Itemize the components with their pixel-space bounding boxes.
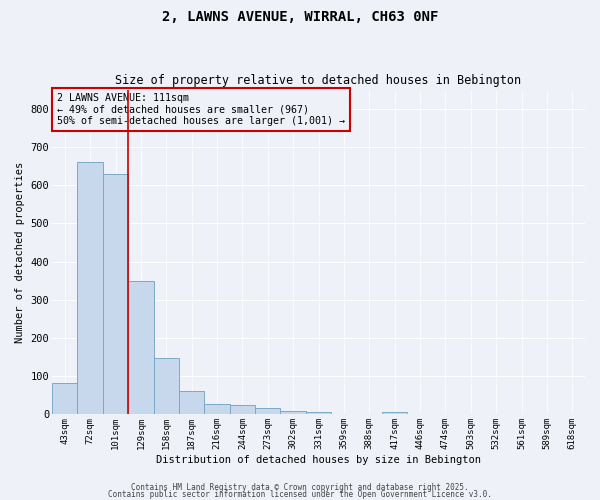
Bar [255,408,280,414]
Bar [103,174,128,414]
X-axis label: Distribution of detached houses by size in Bebington: Distribution of detached houses by size … [156,455,481,465]
Text: 2 LAWNS AVENUE: 111sqm
← 49% of detached houses are smaller (967)
50% of semi-de: 2 LAWNS AVENUE: 111sqm ← 49% of detached… [58,93,346,126]
Title: Size of property relative to detached houses in Bebington: Size of property relative to detached ho… [115,74,521,87]
Bar [179,392,205,414]
Bar [205,404,230,414]
Bar [230,405,255,414]
Y-axis label: Number of detached properties: Number of detached properties [15,162,25,342]
Bar [280,410,306,414]
Bar [382,412,407,414]
Bar [77,162,103,414]
Bar [128,280,154,414]
Bar [306,412,331,414]
Text: Contains HM Land Registry data © Crown copyright and database right 2025.: Contains HM Land Registry data © Crown c… [131,484,469,492]
Bar [52,382,77,414]
Text: Contains public sector information licensed under the Open Government Licence v3: Contains public sector information licen… [108,490,492,499]
Text: 2, LAWNS AVENUE, WIRRAL, CH63 0NF: 2, LAWNS AVENUE, WIRRAL, CH63 0NF [162,10,438,24]
Bar [154,358,179,414]
